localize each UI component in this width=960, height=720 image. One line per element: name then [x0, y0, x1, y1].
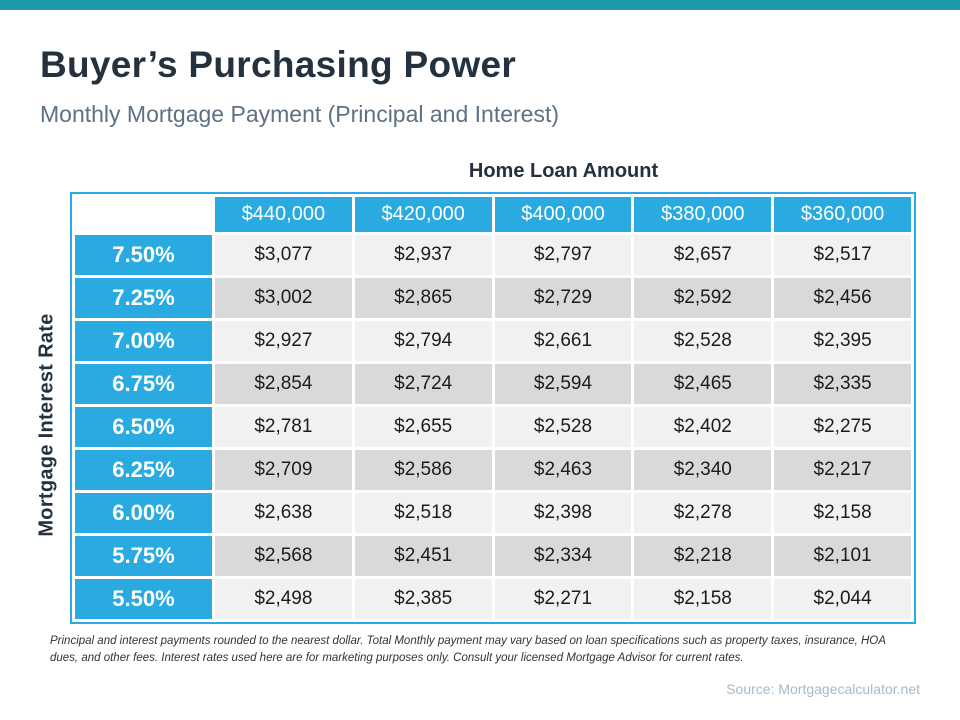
interest-rate-cell: 6.50% [72, 404, 215, 450]
payment-cell: $2,655 [351, 404, 495, 450]
payment-cell: $2,465 [631, 361, 775, 407]
payment-cell: $2,340 [631, 447, 775, 493]
source-attribution: Source: Mortgagecalculator.net [726, 681, 920, 697]
table-row: 6.00% $2,638 $2,518 $2,398 $2,278 $2,158 [72, 490, 914, 536]
payment-cell: $2,518 [351, 490, 495, 536]
table-row: 7.00% $2,927 $2,794 $2,661 $2,528 $2,395 [72, 318, 914, 364]
payment-cell: $2,463 [491, 447, 635, 493]
payment-cell: $2,158 [631, 576, 775, 622]
interest-rate-cell: 6.75% [72, 361, 215, 407]
payment-cell: $2,456 [771, 275, 914, 321]
table-row: 7.25% $3,002 $2,865 $2,729 $2,592 $2,456 [72, 275, 914, 321]
payment-cell: $3,077 [212, 232, 355, 278]
payment-cell: $2,451 [351, 533, 495, 579]
table-row: 7.50% $3,077 $2,937 $2,797 $2,657 $2,517 [72, 232, 914, 278]
page-subtitle: Monthly Mortgage Payment (Principal and … [40, 101, 560, 127]
interest-rate-cell: 7.50% [72, 232, 215, 278]
loan-amount-header-1: $420,000 [351, 194, 495, 235]
interest-rate-cell: 7.00% [72, 318, 215, 364]
payment-cell: $2,794 [351, 318, 495, 364]
payment-cell: $2,044 [771, 576, 914, 622]
payment-cell: $2,218 [631, 533, 775, 579]
payment-cell: $2,395 [771, 318, 914, 364]
payment-cell: $2,498 [212, 576, 355, 622]
payment-cell: $2,101 [771, 533, 914, 579]
payment-cell: $2,528 [631, 318, 775, 364]
payment-cell: $2,528 [491, 404, 635, 450]
payment-cell: $2,334 [491, 533, 635, 579]
payment-cell: $2,275 [771, 404, 914, 450]
payment-cell: $2,402 [631, 404, 775, 450]
payment-cell: $2,865 [351, 275, 495, 321]
payment-cell: $2,158 [771, 490, 914, 536]
payment-cell: $2,709 [212, 447, 355, 493]
interest-rate-cell: 5.50% [72, 576, 215, 622]
payment-cell: $2,661 [491, 318, 635, 364]
payment-cell: $2,638 [212, 490, 355, 536]
table-row: 6.25% $2,709 $2,586 $2,463 $2,340 $2,217 [72, 447, 914, 493]
interest-rate-cell: 7.25% [72, 275, 215, 321]
payment-cell: $2,398 [491, 490, 635, 536]
interest-rate-cell: 6.00% [72, 490, 215, 536]
corner-cell [72, 194, 215, 235]
payment-cell: $2,278 [631, 490, 775, 536]
page-title: Buyer’s Purchasing Power [40, 44, 517, 85]
loan-amount-header-4: $360,000 [771, 194, 914, 235]
payment-cell: $2,927 [212, 318, 355, 364]
table-row: 6.50% $2,781 $2,655 $2,528 $2,402 $2,275 [72, 404, 914, 450]
loan-amount-header-0: $440,000 [212, 194, 355, 235]
payment-cell: $2,271 [491, 576, 635, 622]
payment-cell: $3,002 [212, 275, 355, 321]
payment-cell: $2,517 [771, 232, 914, 278]
home-loan-amount-title: Home Loan Amount [468, 160, 659, 182]
payment-cell: $2,592 [631, 275, 775, 321]
interest-rate-cell: 6.25% [72, 447, 215, 493]
payment-cell: $2,854 [212, 361, 355, 407]
payment-cell: $2,217 [771, 447, 914, 493]
payment-cell: $2,729 [491, 275, 635, 321]
disclaimer-text: Principal and interest payments rounded … [50, 635, 886, 665]
top-accent-bar [0, 0, 960, 10]
payment-cell: $2,568 [212, 533, 355, 579]
mortgage-payment-table: $440,000 $420,000 $400,000 $380,000 $360,000… [72, 194, 914, 622]
table-row: 5.75% $2,568 $2,451 $2,334 $2,218 $2,101 [72, 533, 914, 579]
table-row: 6.75% $2,854 $2,724 $2,594 $2,465 $2,335 [72, 361, 914, 407]
table-header-row: $440,000 $420,000 $400,000 $380,000 $360,000 [72, 194, 914, 235]
payment-cell: $2,657 [631, 232, 775, 278]
payment-cell: $2,594 [491, 361, 635, 407]
payment-cell: $2,335 [771, 361, 914, 407]
mortgage-interest-rate-axis-label: Mortgage Interest Rate [35, 313, 58, 537]
payment-cell: $2,724 [351, 361, 495, 407]
loan-amount-header-3: $380,000 [631, 194, 775, 235]
table-row: 5.50% $2,498 $2,385 $2,271 $2,158 $2,044 [72, 576, 914, 622]
payment-cell: $2,797 [491, 232, 635, 278]
payment-cell: $2,385 [351, 576, 495, 622]
payment-cell: $2,937 [351, 232, 495, 278]
payment-cell: $2,781 [212, 404, 355, 450]
loan-amount-header-2: $400,000 [491, 194, 635, 235]
mortgage-payment-table-container: $440,000 $420,000 $400,000 $380,000 $360,000… [70, 192, 916, 624]
payment-cell: $2,586 [351, 447, 495, 493]
interest-rate-cell: 5.75% [72, 533, 215, 579]
